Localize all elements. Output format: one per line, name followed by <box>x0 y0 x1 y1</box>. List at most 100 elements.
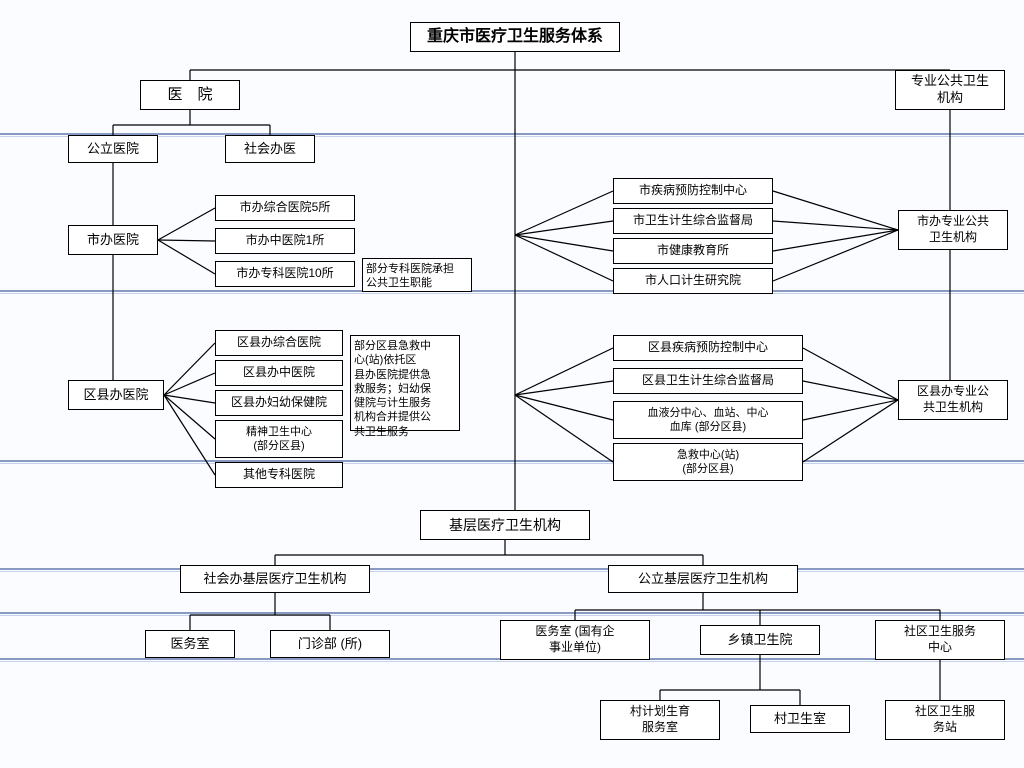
edge <box>515 235 613 251</box>
node-label: 区县疾病预防控制中心 <box>648 340 768 356</box>
node-label: 区县办综合医院 <box>237 335 321 351</box>
node-dist_mental: 精神卫生中心 (部分区县) <box>215 420 343 458</box>
node-community_ctr: 社区卫生服务 中心 <box>875 620 1005 660</box>
edge <box>158 240 215 274</box>
node-dist_tcm: 区县办中医院 <box>215 360 343 386</box>
node-label: 医 院 <box>167 85 212 105</box>
edge <box>515 381 613 395</box>
edge <box>773 230 898 251</box>
edge <box>803 381 898 400</box>
node-label: 社区卫生服 务站 <box>915 704 975 735</box>
node-city_cdc: 市疾病预防控制中心 <box>613 178 773 204</box>
edge <box>164 343 215 395</box>
node-label: 市办专业公共 卫生机构 <box>917 214 989 245</box>
node-label: 门诊部 (所) <box>298 636 362 653</box>
node-label: 市办综合医院5所 <box>240 200 331 216</box>
node-label: 村计划生育 服务室 <box>630 704 690 735</box>
note-note1: 部分专科医院承担 公共卫生职能 <box>362 258 472 292</box>
node-village_clinic: 村卫生室 <box>750 705 850 733</box>
node-root: 重庆市医疗卫生服务体系 <box>410 22 620 52</box>
node-label: 精神卫生中心 (部分区县) <box>246 425 312 454</box>
node-label: 血液分中心、血站、中心 血库 (部分区县) <box>648 406 769 435</box>
node-city_tcm: 市办中医院1所 <box>215 228 355 254</box>
edge <box>515 395 613 462</box>
node-community_stn: 社区卫生服 务站 <box>885 700 1005 740</box>
node-hospital: 医 院 <box>140 80 240 110</box>
node-social_primary: 社会办基层医疗卫生机构 <box>180 565 370 593</box>
node-label: 社会办基层医疗卫生机构 <box>203 571 346 588</box>
bg-stripe <box>0 460 1024 464</box>
node-label: 医务室 <box>170 636 209 653</box>
node-label: 区县办医院 <box>83 387 148 404</box>
node-dist_sup: 区县卫生计生综合监督局 <box>613 368 803 394</box>
node-label: 其他专科医院 <box>243 467 315 483</box>
node-label: 区县办妇幼保健院 <box>231 395 327 411</box>
edge <box>515 221 613 235</box>
node-label: 公立医院 <box>87 141 139 158</box>
edge <box>164 395 215 403</box>
node-primary: 基层医疗卫生机构 <box>420 510 590 540</box>
node-social_hosp: 社会办医 <box>225 135 315 163</box>
bg-stripe <box>0 612 1024 616</box>
edge <box>164 395 215 439</box>
node-city_pop: 市人口计生研究院 <box>613 268 773 294</box>
node-dist_mch: 区县办妇幼保健院 <box>215 390 343 416</box>
node-soe_clinic: 医务室 (国有企 事业单位) <box>500 620 650 660</box>
edge <box>158 208 215 240</box>
node-village_fp: 村计划生育 服务室 <box>600 700 720 740</box>
node-label: 村卫生室 <box>774 711 826 728</box>
node-label: 乡镇卫生院 <box>727 632 792 649</box>
node-city_spec: 市办专科医院10所 <box>215 261 355 287</box>
node-dist_comp: 区县办综合医院 <box>215 330 343 356</box>
node-label: 社会办医 <box>244 141 296 158</box>
edge <box>515 191 613 235</box>
node-label: 公立基层医疗卫生机构 <box>638 571 768 588</box>
node-label: 专业公共卫生 机构 <box>911 73 989 107</box>
edge <box>773 221 898 230</box>
edge <box>773 191 898 230</box>
node-city_prof_org: 市办专业公共 卫生机构 <box>898 210 1008 250</box>
node-label: 重庆市医疗卫生服务体系 <box>427 27 603 48</box>
node-label: 市卫生计生综合监督局 <box>633 213 753 229</box>
node-city_sup: 市卫生计生综合监督局 <box>613 208 773 234</box>
node-label: 区县办专业公 共卫生机构 <box>917 384 989 415</box>
node-township: 乡镇卫生院 <box>700 625 820 655</box>
node-label: 区县卫生计生综合监督局 <box>642 373 774 389</box>
edge <box>515 348 613 395</box>
edge <box>515 395 613 420</box>
node-outpatient: 门诊部 (所) <box>270 630 390 658</box>
node-label: 急救中心(站) (部分区县) <box>677 448 739 477</box>
edge <box>515 235 613 281</box>
node-dist_cdc: 区县疾病预防控制中心 <box>613 335 803 361</box>
node-public_primary: 公立基层医疗卫生机构 <box>608 565 798 593</box>
node-label: 市疾病预防控制中心 <box>639 183 747 199</box>
edge <box>158 240 215 241</box>
node-label: 区县办中医院 <box>243 365 315 381</box>
bg-stripe <box>0 290 1024 294</box>
node-district_hosp: 区县办医院 <box>68 380 164 410</box>
node-city_hosp: 市办医院 <box>68 225 158 255</box>
node-city_comp: 市办综合医院5所 <box>215 195 355 221</box>
node-label: 基层医疗卫生机构 <box>449 516 561 534</box>
edge <box>803 400 898 462</box>
node-label: 市人口计生研究院 <box>645 273 741 289</box>
node-dist_other: 其他专科医院 <box>215 462 343 488</box>
note-note2: 部分区县急救中 心(站)依托区 县办医院提供急 救服务；妇幼保 健院与计生服务 … <box>350 335 460 431</box>
node-label: 医务室 (国有企 事业单位) <box>535 624 614 655</box>
node-label: 市办专科医院10所 <box>236 266 333 282</box>
node-public_hosp: 公立医院 <box>68 135 158 163</box>
node-label: 市办医院 <box>87 232 139 249</box>
bg-stripe <box>0 568 1024 572</box>
edge <box>803 348 898 400</box>
node-label: 市健康教育所 <box>657 243 729 259</box>
node-label: 社区卫生服务 中心 <box>904 624 976 655</box>
edge <box>164 373 215 395</box>
node-dist_prof_org: 区县办专业公 共卫生机构 <box>898 380 1008 420</box>
node-label: 市办中医院1所 <box>246 233 325 249</box>
node-prof_pub: 专业公共卫生 机构 <box>895 70 1005 110</box>
node-dist_emerg: 急救中心(站) (部分区县) <box>613 443 803 481</box>
node-clinic: 医务室 <box>145 630 235 658</box>
node-city_edu: 市健康教育所 <box>613 238 773 264</box>
edge <box>803 400 898 420</box>
node-dist_blood: 血液分中心、血站、中心 血库 (部分区县) <box>613 401 803 439</box>
